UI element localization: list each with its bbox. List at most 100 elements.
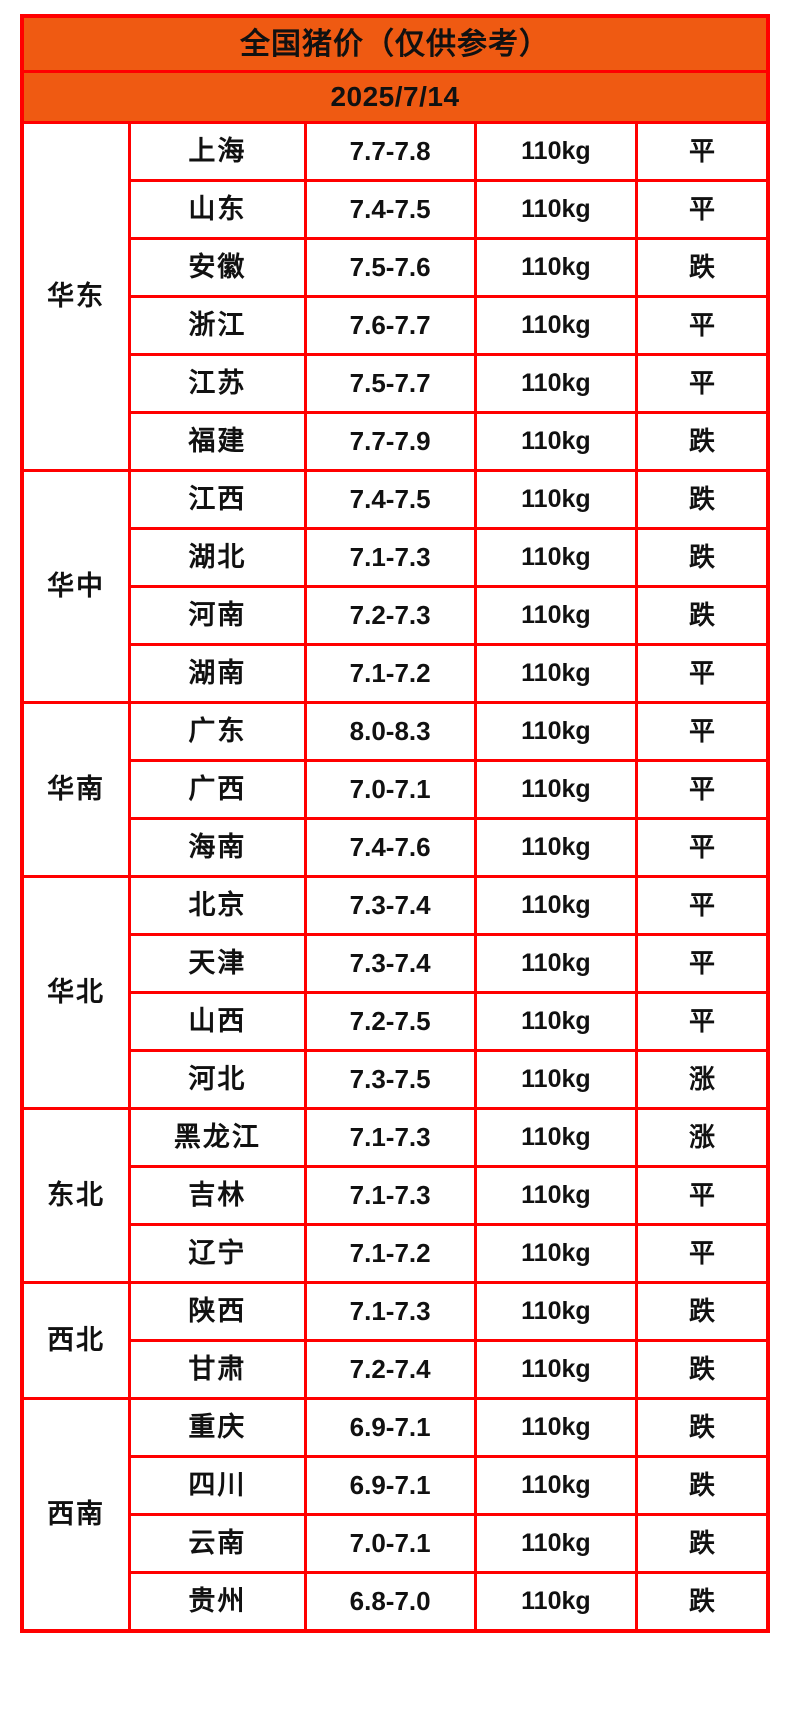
province-cell: 河南 — [128, 585, 307, 646]
trend-cell: 平 — [635, 1165, 770, 1226]
table-row: 山西 7.2-7.5 110kg 平 — [22, 991, 770, 1052]
weight-cell: 110kg — [473, 1049, 639, 1110]
price-cell: 7.1-7.3 — [303, 527, 477, 588]
price-cell: 8.0-8.3 — [303, 701, 477, 762]
price-cell: 7.4-7.6 — [303, 817, 477, 878]
weight-cell: 110kg — [473, 295, 639, 356]
trend-cell: 平 — [635, 295, 770, 356]
price-cell: 6.9-7.1 — [303, 1397, 477, 1458]
table-row: 安徽 7.5-7.6 110kg 跌 — [22, 237, 770, 298]
province-cell: 四川 — [128, 1455, 307, 1516]
price-cell: 7.7-7.8 — [303, 121, 477, 182]
price-cell: 7.0-7.1 — [303, 759, 477, 820]
table-row: 广西 7.0-7.1 110kg 平 — [22, 759, 770, 820]
weight-cell: 110kg — [473, 1339, 639, 1400]
province-cell: 江苏 — [128, 353, 307, 414]
table-row: 浙江 7.6-7.7 110kg 平 — [22, 295, 770, 356]
price-cell: 7.6-7.7 — [303, 295, 477, 356]
trend-cell: 平 — [635, 179, 770, 240]
table-row: 华南 广东 8.0-8.3 110kg 平 — [20, 701, 770, 878]
table-row: 贵州 6.8-7.0 110kg 跌 — [22, 1571, 770, 1633]
province-cell: 甘肃 — [128, 1339, 307, 1400]
price-cell: 7.2-7.3 — [303, 585, 477, 646]
trend-cell: 跌 — [635, 411, 770, 472]
table-row: 云南 7.0-7.1 110kg 跌 — [22, 1513, 770, 1574]
weight-cell: 110kg — [473, 1165, 639, 1226]
table-row: 华东 上海 7.7-7.8 110kg 平 — [20, 121, 770, 472]
trend-cell: 平 — [635, 875, 770, 936]
table-row: 吉林 7.1-7.3 110kg 平 — [22, 1165, 770, 1226]
price-cell: 7.1-7.2 — [303, 643, 477, 704]
province-cell: 河北 — [128, 1049, 307, 1110]
trend-cell: 跌 — [635, 469, 770, 530]
table-row: 河南 7.2-7.3 110kg 跌 — [22, 585, 770, 646]
trend-cell: 平 — [635, 353, 770, 414]
table-row: 西北 陕西 7.1-7.3 110kg 跌 — [20, 1281, 770, 1400]
trend-cell: 涨 — [635, 1107, 770, 1168]
province-cell: 海南 — [128, 817, 307, 878]
table-row: 四川 6.9-7.1 110kg 跌 — [22, 1455, 770, 1516]
weight-cell: 110kg — [473, 875, 639, 936]
region-cell: 华中 — [20, 469, 132, 704]
trend-cell: 跌 — [635, 1513, 770, 1574]
province-cell: 江西 — [128, 469, 307, 530]
page-title: 全国猪价（仅供参考） — [20, 14, 770, 73]
table-row: 湖北 7.1-7.3 110kg 跌 — [22, 527, 770, 588]
weight-cell: 110kg — [473, 237, 639, 298]
table-row: 华中 江西 7.4-7.5 110kg 跌 — [20, 469, 770, 704]
price-cell: 7.5-7.6 — [303, 237, 477, 298]
province-cell: 辽宁 — [128, 1223, 307, 1284]
trend-cell: 跌 — [635, 1571, 770, 1633]
province-cell: 湖南 — [128, 643, 307, 704]
trend-cell: 平 — [635, 121, 770, 182]
trend-cell: 跌 — [635, 585, 770, 646]
trend-cell: 跌 — [635, 1281, 770, 1342]
price-cell: 7.0-7.1 — [303, 1513, 477, 1574]
trend-cell: 平 — [635, 759, 770, 820]
price-cell: 7.1-7.3 — [303, 1281, 477, 1342]
province-cell: 贵州 — [128, 1571, 307, 1633]
region-cell: 西南 — [20, 1397, 132, 1633]
price-cell: 7.2-7.4 — [303, 1339, 477, 1400]
price-cell: 7.3-7.4 — [303, 933, 477, 994]
weight-cell: 110kg — [473, 1455, 639, 1516]
table-row: 河北 7.3-7.5 110kg 涨 — [22, 1049, 770, 1110]
trend-cell: 平 — [635, 643, 770, 704]
province-cell: 广东 — [128, 701, 307, 762]
weight-cell: 110kg — [473, 1571, 639, 1633]
price-cell: 7.2-7.5 — [303, 991, 477, 1052]
trend-cell: 平 — [635, 817, 770, 878]
price-cell: 7.4-7.5 — [303, 179, 477, 240]
trend-cell: 平 — [635, 701, 770, 762]
weight-cell: 110kg — [473, 411, 639, 472]
province-cell: 浙江 — [128, 295, 307, 356]
region-cell: 华北 — [20, 875, 132, 1110]
province-cell: 黑龙江 — [128, 1107, 307, 1168]
report-date: 2025/7/14 — [20, 70, 770, 124]
trend-cell: 平 — [635, 933, 770, 994]
province-cell: 吉林 — [128, 1165, 307, 1226]
province-cell: 安徽 — [128, 237, 307, 298]
price-cell: 7.1-7.2 — [303, 1223, 477, 1284]
province-cell: 福建 — [128, 411, 307, 472]
price-cell: 7.7-7.9 — [303, 411, 477, 472]
weight-cell: 110kg — [473, 585, 639, 646]
pig-price-table: 全国猪价（仅供参考） 2025/7/14 华东 上海 7.7-7.8 110kg 平山东… — [20, 14, 770, 1633]
table-row: 西南 重庆 6.9-7.1 110kg 跌 — [20, 1397, 770, 1633]
region-cell: 东北 — [20, 1107, 132, 1284]
trend-cell: 跌 — [635, 1455, 770, 1516]
trend-cell: 平 — [635, 991, 770, 1052]
province-cell: 山西 — [128, 991, 307, 1052]
weight-cell: 110kg — [473, 1397, 639, 1458]
weight-cell: 110kg — [473, 1223, 639, 1284]
table-body: 全国猪价（仅供参考） 2025/7/14 华东 上海 7.7-7.8 110kg 平山东… — [20, 14, 770, 1633]
weight-cell: 110kg — [473, 933, 639, 994]
title-row: 全国猪价（仅供参考） — [20, 14, 770, 73]
trend-cell: 跌 — [635, 527, 770, 588]
price-cell: 7.1-7.3 — [303, 1165, 477, 1226]
weight-cell: 110kg — [473, 991, 639, 1052]
weight-cell: 110kg — [473, 1281, 639, 1342]
region-cell: 西北 — [20, 1281, 132, 1400]
trend-cell: 跌 — [635, 237, 770, 298]
date-row: 2025/7/14 — [20, 70, 770, 124]
